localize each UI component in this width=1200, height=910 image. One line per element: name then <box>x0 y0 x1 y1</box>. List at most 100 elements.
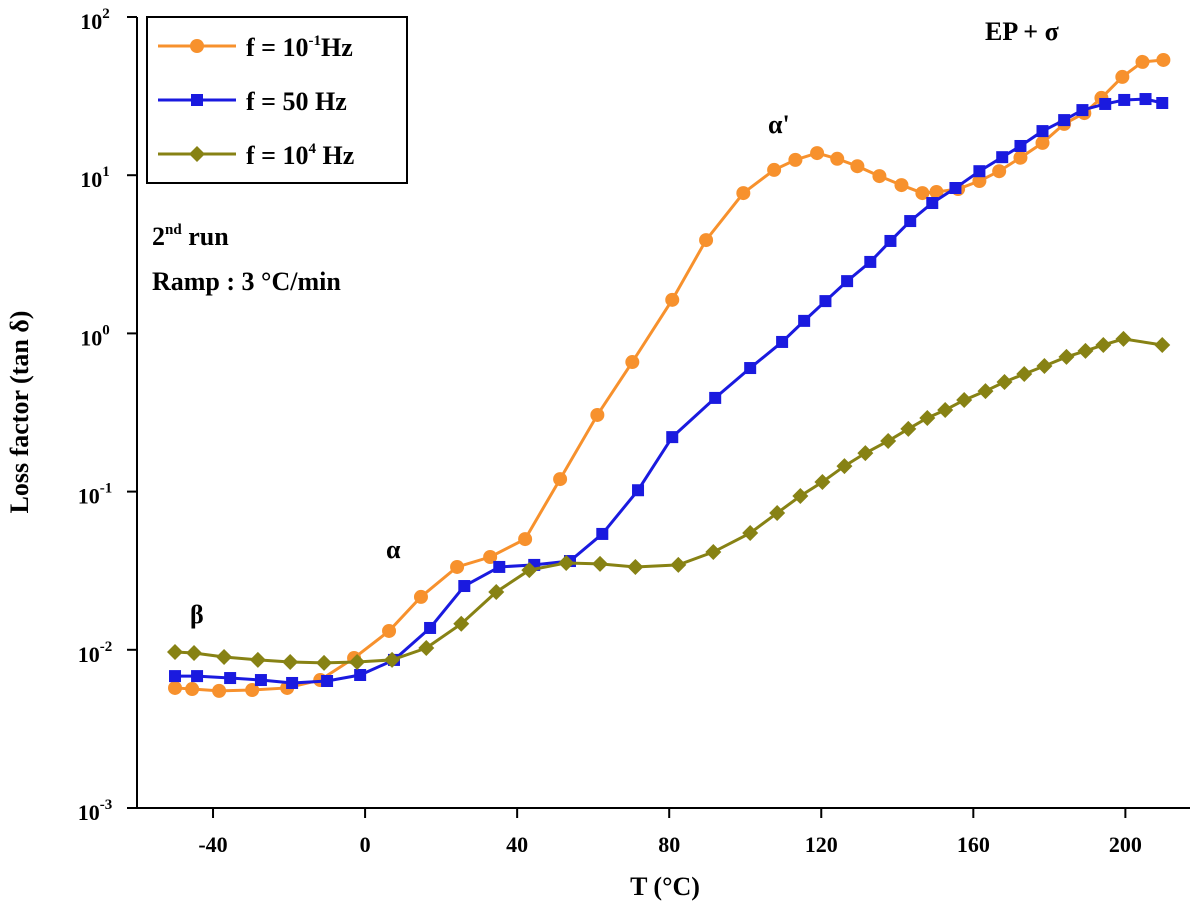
data-point <box>996 151 1009 164</box>
data-point <box>458 580 471 593</box>
x-tick-label: 120 <box>805 832 838 857</box>
data-point <box>553 472 568 487</box>
x-tick-label: 160 <box>957 832 990 857</box>
data-point <box>836 458 853 475</box>
data-point <box>1035 135 1050 150</box>
data-point <box>382 623 397 638</box>
data-point <box>1076 104 1089 117</box>
data-point <box>384 651 401 668</box>
x-tick-label: 0 <box>360 832 371 857</box>
data-point <box>819 295 832 308</box>
data-point <box>1139 93 1152 106</box>
data-point <box>769 505 786 522</box>
x-tick-label: 40 <box>506 832 528 857</box>
data-point <box>1058 114 1071 127</box>
data-point <box>254 674 267 687</box>
data-point <box>488 583 505 600</box>
data-point <box>736 186 751 201</box>
data-point <box>212 683 227 698</box>
data-point <box>625 355 640 370</box>
data-point <box>792 487 809 504</box>
data-point <box>699 233 714 248</box>
y-axis-label: Loss factor (tan δ) <box>5 311 34 514</box>
data-point <box>776 335 789 348</box>
data-point <box>1115 330 1132 347</box>
data-point <box>937 401 954 418</box>
series-line <box>175 97 1163 685</box>
data-point <box>169 670 182 683</box>
data-point <box>1013 150 1028 165</box>
data-point <box>349 653 366 670</box>
y-tick-label: 100​ <box>80 322 110 350</box>
data-point <box>185 682 200 697</box>
data-point <box>1156 97 1169 110</box>
data-point <box>884 234 897 247</box>
data-point <box>949 182 962 195</box>
data-point <box>316 654 333 671</box>
annotation: Ramp : 3 °C/min <box>152 267 341 296</box>
data-point <box>413 589 428 604</box>
data-point <box>915 186 930 201</box>
data-point <box>841 275 854 288</box>
legend-label: f = 104​ Hz <box>246 141 354 170</box>
data-point <box>167 644 184 661</box>
x-axis-label: T (°C) <box>630 872 700 901</box>
y-tick-label: 10-3​ <box>78 797 113 825</box>
data-point <box>904 215 917 228</box>
data-point <box>857 445 874 462</box>
annotation: 2nd​ run <box>152 222 229 251</box>
data-point <box>665 292 680 307</box>
data-point <box>744 362 757 375</box>
y-tick-label: 101​ <box>80 164 110 192</box>
data-point <box>992 164 1007 179</box>
data-point <box>590 407 605 422</box>
data-point <box>864 255 877 268</box>
legend-marker <box>190 39 204 53</box>
data-point <box>1036 125 1049 138</box>
data-point <box>592 555 609 572</box>
data-point <box>830 151 845 166</box>
data-point <box>742 525 759 542</box>
data-point <box>450 559 465 574</box>
annotation: EP + σ <box>985 17 1059 46</box>
data-point <box>1095 336 1112 353</box>
legend-label: f = 10-1​Hz <box>246 33 353 62</box>
data-point <box>1115 69 1130 84</box>
annotation: α <box>386 535 401 564</box>
data-point <box>767 162 782 177</box>
data-point <box>186 644 203 661</box>
data-point <box>1135 54 1150 69</box>
data-point <box>1058 348 1075 365</box>
data-point <box>872 169 887 184</box>
data-point <box>850 159 865 174</box>
legend-marker <box>191 94 203 106</box>
data-point <box>880 432 897 449</box>
data-point <box>996 373 1013 390</box>
data-point <box>627 558 644 575</box>
data-point <box>926 197 939 210</box>
data-point <box>191 670 204 683</box>
data-point <box>1099 97 1112 110</box>
data-point <box>249 651 266 668</box>
y-tick-label: 10-1​ <box>78 481 113 509</box>
data-point <box>282 653 299 670</box>
y-tick-label: 102​ <box>80 6 110 34</box>
data-point <box>424 621 437 634</box>
data-point <box>224 672 237 685</box>
data-point <box>977 383 994 400</box>
data-point <box>286 676 299 689</box>
data-point <box>483 550 498 565</box>
data-point <box>705 544 722 561</box>
data-point <box>321 675 334 688</box>
data-point <box>1156 52 1171 67</box>
data-point <box>814 473 831 490</box>
data-point <box>956 392 973 409</box>
data-point <box>900 420 917 437</box>
data-point <box>558 554 575 571</box>
data-point <box>453 615 470 632</box>
x-tick-label: 80 <box>658 832 680 857</box>
data-point <box>1077 342 1094 359</box>
x-tick-label: -40 <box>198 832 227 857</box>
data-point <box>810 146 825 161</box>
data-point <box>709 391 722 404</box>
